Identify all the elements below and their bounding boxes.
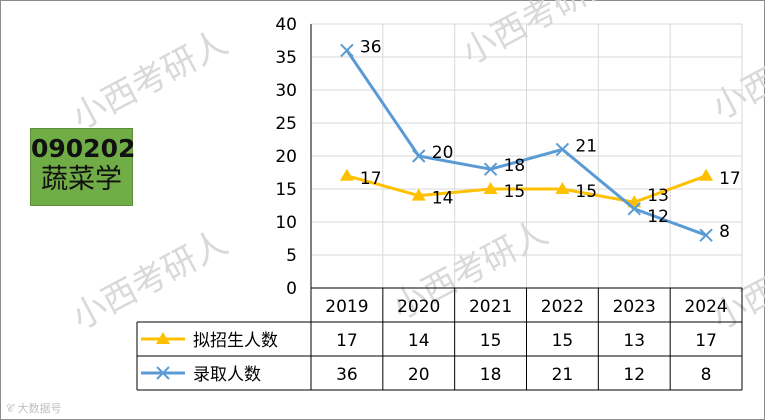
triangle-marker [555,182,570,194]
data-label: 21 [575,136,597,156]
major-code: 090202 [31,134,136,163]
x-category-label: 2022 [541,297,584,317]
table-value-cell: 21 [552,365,574,385]
series-line [345,49,707,237]
table-value-cell: 13 [623,331,645,351]
major-badge: 090202 蔬菜学 [30,128,136,206]
table-value-cell: 8 [701,365,712,385]
x-category-label: 2023 [613,297,656,317]
major-name: 蔬菜学 [41,164,122,195]
legend-x-marker [156,366,170,380]
legend-series-name: 录取人数 [193,365,261,385]
table-value-cell: 17 [336,331,358,351]
data-label: 8 [719,222,730,242]
data-label: 14 [432,189,454,209]
y-tick-label: 20 [275,147,297,167]
x-category-label: 2021 [469,297,512,317]
watermark-text: 小西考研人 [65,23,234,138]
y-tick-label: 5 [286,246,297,266]
data-label: 15 [575,182,597,202]
triangle-marker [483,182,498,194]
x-marker [412,149,426,163]
x-marker [555,142,570,157]
y-tick-label: 30 [275,81,297,101]
x-category-label: 2020 [397,297,440,317]
data-label: 17 [360,169,382,189]
data-label: 15 [504,182,526,202]
table-value-cell: 15 [552,331,574,351]
data-label: 17 [719,169,741,189]
y-tick-label: 0 [286,279,297,299]
x-category-label: 2019 [325,297,368,317]
legend-triangle-marker [156,332,170,344]
table-value-cell: 15 [480,331,502,351]
watermark-text: 小西考研人 [705,13,765,128]
data-label: 12 [647,207,669,227]
x-marker [483,162,498,176]
x-category-label: 2024 [684,297,727,317]
watermark-text: 小西考研人 [455,0,624,73]
x-marker [340,43,354,58]
data-label: 20 [432,143,454,163]
data-label: 13 [647,186,669,206]
x-marker [627,202,641,216]
table-value-cell: 12 [623,365,645,385]
table-value-cell: 20 [408,365,430,385]
data-label: 36 [360,37,382,57]
legend-series-name: 拟招生人数 [193,331,278,351]
y-tick-label: 40 [275,15,297,35]
table-value-cell: 14 [408,331,430,351]
source-logo: 𝒞 大数据号 [6,402,62,415]
y-tick-label: 25 [275,114,297,134]
watermark-text: 小西考研人 [705,223,765,338]
series-line [346,174,707,204]
y-tick-label: 35 [275,48,297,68]
table-value-cell: 36 [336,365,358,385]
y-tick-label: 10 [275,213,297,233]
table-value-cell: 17 [695,331,717,351]
data-label: 18 [504,156,526,176]
triangle-marker [411,188,426,201]
triangle-marker [699,168,714,181]
x-marker [699,228,713,242]
y-tick-label: 15 [275,180,297,200]
triangle-marker [339,168,354,181]
watermark-text: 小西考研人 [65,223,234,338]
table-value-cell: 18 [480,365,502,385]
